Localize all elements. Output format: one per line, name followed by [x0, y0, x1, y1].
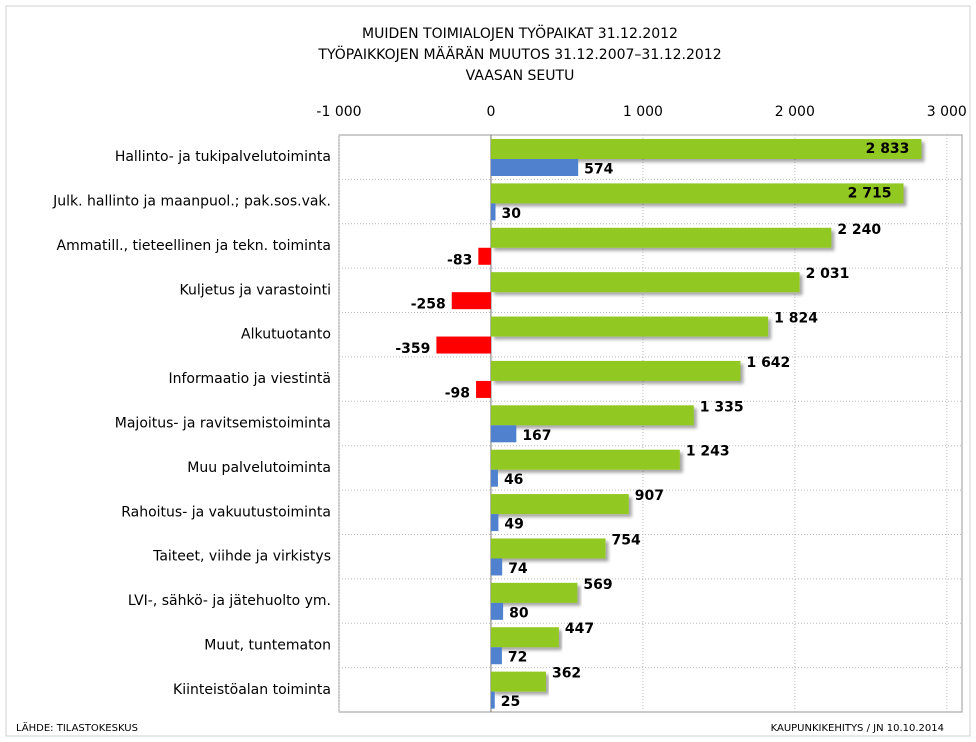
bar	[490, 558, 503, 576]
bar	[490, 227, 832, 248]
x-tick-label: -1 000	[316, 104, 361, 120]
x-tick-label: 1 000	[623, 104, 663, 120]
data-label: 754	[612, 532, 641, 548]
chart-title: MUIDEN TOIMIALOJEN TYÖPAIKAT 31.12.2012	[362, 24, 678, 42]
chart-subtitle: TYÖPAIKKOJEN MÄÄRÄN MUUTOS 31.12.2007–31…	[317, 45, 721, 63]
frame	[5, 5, 971, 737]
data-label: 167	[522, 428, 551, 444]
chart-subtitle: VAASAN SEUTU	[466, 68, 575, 84]
bar	[490, 602, 504, 620]
y-tick-label: Taiteet, viihde ja virkistys	[152, 549, 331, 565]
bar	[436, 336, 491, 354]
y-tick-label: Informaatio ja viestintä	[168, 371, 331, 387]
credit: KAUPUNKIKEHITYS / JN 10.10.2014	[771, 723, 944, 734]
data-label: 1 335	[700, 399, 744, 415]
y-tick-label: LVI-, sähkö- ja jätehuolto ym.	[128, 593, 331, 609]
data-label: 30	[502, 206, 522, 222]
data-label: 447	[565, 621, 594, 637]
data-label: 2 833	[866, 141, 910, 157]
data-label: -359	[395, 341, 430, 357]
data-label: 25	[501, 694, 520, 710]
data-label: -83	[447, 252, 472, 268]
bar	[476, 380, 491, 398]
data-label: 74	[508, 561, 528, 577]
y-tick-label: Kuljetus ja varastointi	[180, 282, 331, 298]
data-label: -98	[445, 385, 470, 401]
x-tick-label: 2 000	[775, 104, 815, 120]
y-tick-label: Hallinto- ja tukipalvelutoiminta	[115, 149, 331, 165]
bar	[490, 183, 904, 204]
y-tick-label: Muut, tuntematon	[204, 637, 331, 653]
bar	[490, 449, 680, 470]
data-label: 569	[583, 577, 612, 593]
bar	[490, 405, 694, 426]
data-label: -258	[411, 297, 446, 313]
data-label: 2 031	[806, 266, 850, 282]
data-label: 80	[509, 605, 529, 621]
bar	[490, 671, 546, 692]
data-label: 907	[635, 488, 664, 504]
bar	[490, 469, 498, 487]
bar	[490, 425, 517, 443]
data-label: 72	[508, 650, 527, 666]
bar	[490, 627, 559, 648]
data-label: 2 240	[837, 222, 881, 238]
bar	[451, 292, 491, 310]
data-label: 2 715	[848, 185, 892, 201]
y-tick-label: Kiinteistöalan toiminta	[173, 682, 331, 698]
data-label: 362	[552, 666, 581, 682]
y-tick-label: Majoitus- ja ravitsemistoiminta	[115, 416, 331, 432]
bar	[490, 360, 741, 381]
bar	[490, 514, 499, 532]
data-label: 46	[504, 472, 523, 488]
bar	[490, 538, 606, 559]
bar	[490, 272, 800, 293]
y-tick-label: Ammatill., tieteellinen ja tekn. toimint…	[57, 238, 331, 254]
y-tick-label: Rahoitus- ja vakuutustoiminta	[121, 504, 331, 520]
bar	[490, 494, 629, 515]
data-label: 574	[584, 162, 613, 178]
data-label: 49	[504, 517, 523, 533]
source: LÄHDE: TILASTOKESKUS	[16, 721, 138, 734]
y-tick-label: Julk. hallinto ja maanpuol.; pak.sos.vak…	[52, 194, 331, 210]
data-label: 1 824	[774, 311, 818, 327]
bar	[490, 691, 495, 709]
bar	[490, 159, 579, 176]
bar	[490, 582, 578, 603]
x-tick-label: 0	[486, 104, 495, 120]
data-label: 1 243	[686, 444, 730, 460]
y-tick-label: Alkutuotanto	[241, 327, 331, 343]
bar	[478, 247, 491, 265]
bar	[490, 203, 496, 221]
bar	[490, 316, 769, 337]
bar	[490, 139, 922, 159]
y-tick-label: Muu palvelutoiminta	[187, 460, 331, 476]
bar	[490, 647, 502, 665]
x-tick-label: 3 000	[927, 104, 967, 120]
data-label: 1 642	[746, 355, 790, 371]
